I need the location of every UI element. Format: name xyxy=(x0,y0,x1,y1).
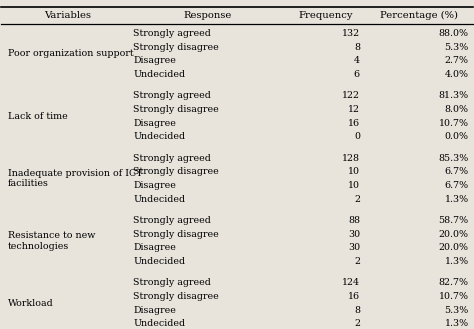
Text: 12: 12 xyxy=(348,105,360,114)
Text: 8.0%: 8.0% xyxy=(445,105,469,114)
Text: Percentage (%): Percentage (%) xyxy=(380,11,458,20)
Text: 5.3%: 5.3% xyxy=(444,42,469,52)
Text: 6.7%: 6.7% xyxy=(445,167,469,176)
Text: 2: 2 xyxy=(354,257,360,266)
Text: Poor organization support: Poor organization support xyxy=(8,49,133,59)
Text: 132: 132 xyxy=(342,29,360,38)
Text: 88.0%: 88.0% xyxy=(438,29,469,38)
Text: 124: 124 xyxy=(342,278,360,287)
Text: 0.0%: 0.0% xyxy=(445,132,469,141)
Text: 10.7%: 10.7% xyxy=(438,119,469,128)
Text: Undecided: Undecided xyxy=(133,132,185,141)
Text: Strongly agreed: Strongly agreed xyxy=(133,154,211,163)
Text: Response: Response xyxy=(183,11,232,20)
Text: 0: 0 xyxy=(354,132,360,141)
Text: Strongly disagree: Strongly disagree xyxy=(133,42,219,52)
Text: 20.0%: 20.0% xyxy=(438,243,469,252)
Text: 128: 128 xyxy=(342,154,360,163)
Text: 6: 6 xyxy=(354,70,360,79)
Text: 8: 8 xyxy=(354,42,360,52)
Text: Disagree: Disagree xyxy=(133,181,176,190)
Text: 30: 30 xyxy=(348,243,360,252)
Text: Disagree: Disagree xyxy=(133,56,176,65)
Text: 82.7%: 82.7% xyxy=(438,278,469,287)
Text: 122: 122 xyxy=(342,91,360,100)
Text: Strongly disagree: Strongly disagree xyxy=(133,230,219,239)
Text: Strongly agreed: Strongly agreed xyxy=(133,29,211,38)
Text: 2: 2 xyxy=(354,319,360,328)
Text: Strongly agreed: Strongly agreed xyxy=(133,216,211,225)
Text: Undecided: Undecided xyxy=(133,70,185,79)
Text: Undecided: Undecided xyxy=(133,257,185,266)
Text: 16: 16 xyxy=(348,292,360,301)
Text: Workload: Workload xyxy=(8,299,54,308)
Text: Undecided: Undecided xyxy=(133,319,185,328)
Text: Strongly agreed: Strongly agreed xyxy=(133,91,211,100)
Text: Variables: Variables xyxy=(45,11,91,20)
Text: 2: 2 xyxy=(354,195,360,204)
Text: 20.0%: 20.0% xyxy=(438,230,469,239)
Text: 88: 88 xyxy=(348,216,360,225)
Text: Strongly agreed: Strongly agreed xyxy=(133,278,211,287)
Text: Resistance to new
technologies: Resistance to new technologies xyxy=(8,231,95,251)
Text: 10.7%: 10.7% xyxy=(438,292,469,301)
Text: 81.3%: 81.3% xyxy=(438,91,469,100)
Text: 10: 10 xyxy=(348,181,360,190)
Text: Inadequate provision of ICT
facilities: Inadequate provision of ICT facilities xyxy=(8,169,142,188)
Text: 4: 4 xyxy=(354,56,360,65)
Text: Undecided: Undecided xyxy=(133,195,185,204)
Text: 2.7%: 2.7% xyxy=(445,56,469,65)
Text: 4.0%: 4.0% xyxy=(445,70,469,79)
Text: 6.7%: 6.7% xyxy=(445,181,469,190)
Text: 1.3%: 1.3% xyxy=(445,195,469,204)
Text: Strongly disagree: Strongly disagree xyxy=(133,105,219,114)
Text: Lack of time: Lack of time xyxy=(8,112,67,121)
Text: Frequency: Frequency xyxy=(298,11,353,20)
Text: 16: 16 xyxy=(348,119,360,128)
Text: Disagree: Disagree xyxy=(133,243,176,252)
Text: Disagree: Disagree xyxy=(133,306,176,315)
Text: 5.3%: 5.3% xyxy=(444,306,469,315)
Text: Strongly disagree: Strongly disagree xyxy=(133,167,219,176)
Text: 10: 10 xyxy=(348,167,360,176)
Text: Strongly disagree: Strongly disagree xyxy=(133,292,219,301)
Text: Disagree: Disagree xyxy=(133,119,176,128)
Text: 85.3%: 85.3% xyxy=(438,154,469,163)
Text: 58.7%: 58.7% xyxy=(438,216,469,225)
Text: 30: 30 xyxy=(348,230,360,239)
Text: 8: 8 xyxy=(354,306,360,315)
Text: 1.3%: 1.3% xyxy=(445,319,469,328)
Text: 1.3%: 1.3% xyxy=(445,257,469,266)
